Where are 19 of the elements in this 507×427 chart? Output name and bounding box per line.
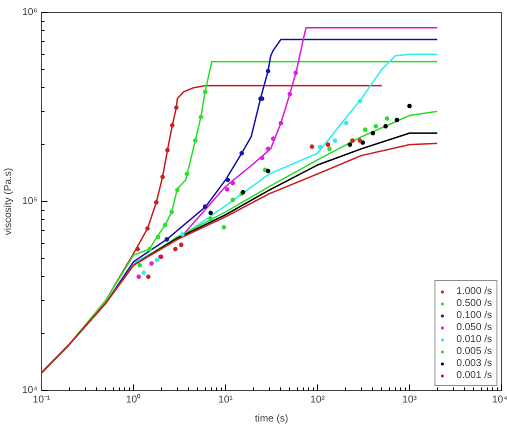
x-tick-label: 10⁴ [492,394,507,406]
y-tick-label: 10⁵ [22,196,38,207]
legend-label: 0.100 /s [456,309,492,321]
x-tick-label: 10³ [402,394,418,406]
y-axis-title: viscosity (Pa.s) [3,168,14,236]
x-tick-label: 10⁻¹ [32,394,51,406]
legend-label: 0.005 /s [456,345,492,357]
x-axis-title: time (s) [254,414,288,424]
legend-label: 0.003 /s [456,357,492,369]
legend-label: 0.010 /s [456,333,492,345]
legend-label: 0.500 /s [456,297,492,309]
x-tick-label: 10² [310,394,326,406]
legend-label: 0.050 /s [456,321,492,333]
legend-label: 1.000 /s [456,285,492,297]
y-tick-label: 10⁴ [22,385,38,396]
x-tick-label: 10¹ [218,394,234,406]
legend-label: 0.001 /s [456,369,492,381]
y-tick-label: 10⁶ [22,7,38,18]
x-tick-label: 10⁰ [126,394,142,406]
